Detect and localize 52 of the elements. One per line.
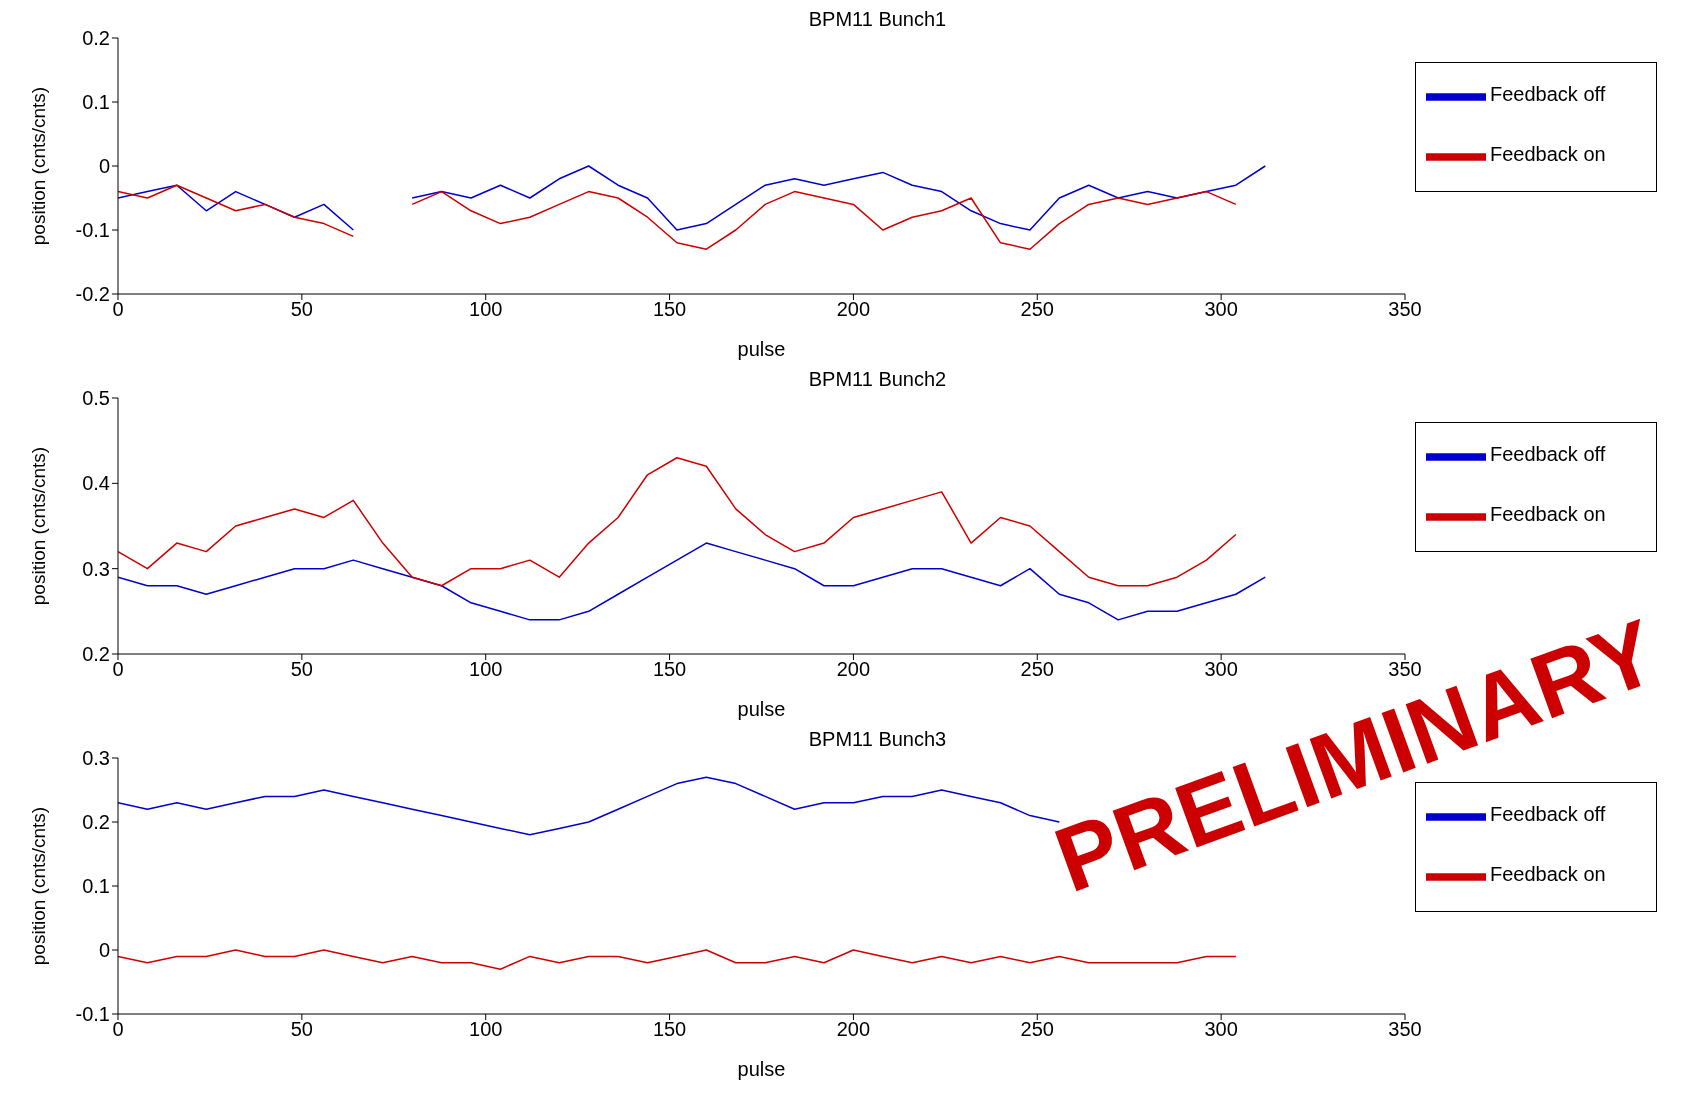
x-tick-label: 100 [469, 298, 503, 321]
x-tick-label: 200 [836, 298, 871, 321]
x-tick-label: 250 [1020, 658, 1054, 681]
legend-label: Feedback on [1490, 143, 1606, 166]
y-tick-label: 0.1 [82, 875, 110, 898]
line-series [118, 542, 1267, 621]
y-tick-label: 0 [98, 939, 110, 962]
y-axis-title: position (cnts/cnts) [27, 86, 49, 246]
x-axis-title: pulse [737, 698, 786, 720]
x-tick-label: 250 [1020, 298, 1054, 321]
x-tick-label: 0 [112, 1018, 124, 1041]
legend-label: Feedback off [1490, 83, 1606, 106]
y-axis-title: position (cnts/cnts) [27, 446, 49, 606]
x-tick-label: 250 [1020, 1018, 1054, 1041]
chart-title: BPM11 Bunch3 [808, 728, 947, 750]
y-tick-label: 0.3 [82, 747, 110, 770]
y-axis-title: position (cnts/cnts) [27, 806, 49, 966]
y-tick-label: 0.2 [82, 811, 110, 834]
y-tick-label: -0.1 [75, 1003, 110, 1026]
x-tick-label: 200 [836, 1018, 871, 1041]
x-tick-label: 200 [836, 658, 871, 681]
x-tick-label: 0 [112, 658, 124, 681]
x-axis-title: pulse [737, 1058, 786, 1080]
y-tick-label: 0 [98, 155, 110, 178]
legend-label: Feedback on [1490, 503, 1606, 526]
chart-title: BPM11 Bunch1 [808, 8, 947, 30]
y-tick-label: -0.2 [75, 283, 110, 306]
x-tick-label: 50 [290, 658, 313, 681]
x-tick-label: 350 [1388, 1018, 1422, 1041]
y-tick-label: 0.4 [82, 472, 110, 495]
y-tick-label: 0.2 [82, 27, 110, 50]
x-tick-label: 300 [1204, 298, 1238, 321]
x-tick-label: 50 [290, 298, 313, 321]
x-tick-label: 0 [112, 298, 124, 321]
x-tick-label: 300 [1204, 1018, 1238, 1041]
y-tick-label: 0.5 [82, 387, 110, 410]
y-tick-label: 0.3 [82, 557, 110, 580]
x-tick-label: 100 [469, 658, 503, 681]
x-tick-label: 150 [652, 658, 687, 681]
x-tick-label: 350 [1388, 298, 1422, 321]
line-series [118, 456, 1237, 587]
y-tick-label: 0.1 [82, 91, 110, 114]
y-tick-label: -0.1 [75, 219, 110, 242]
x-axis-title: pulse [737, 338, 786, 360]
line-series [118, 949, 1237, 970]
chart-title: BPM11 Bunch2 [808, 368, 947, 390]
x-tick-label: 50 [290, 1018, 313, 1041]
x-tick-label: 100 [469, 1018, 503, 1041]
y-tick-label: 0.2 [82, 643, 110, 666]
x-tick-label: 150 [652, 1018, 687, 1041]
legend-label: Feedback off [1490, 443, 1606, 466]
x-tick-label: 150 [652, 298, 687, 321]
